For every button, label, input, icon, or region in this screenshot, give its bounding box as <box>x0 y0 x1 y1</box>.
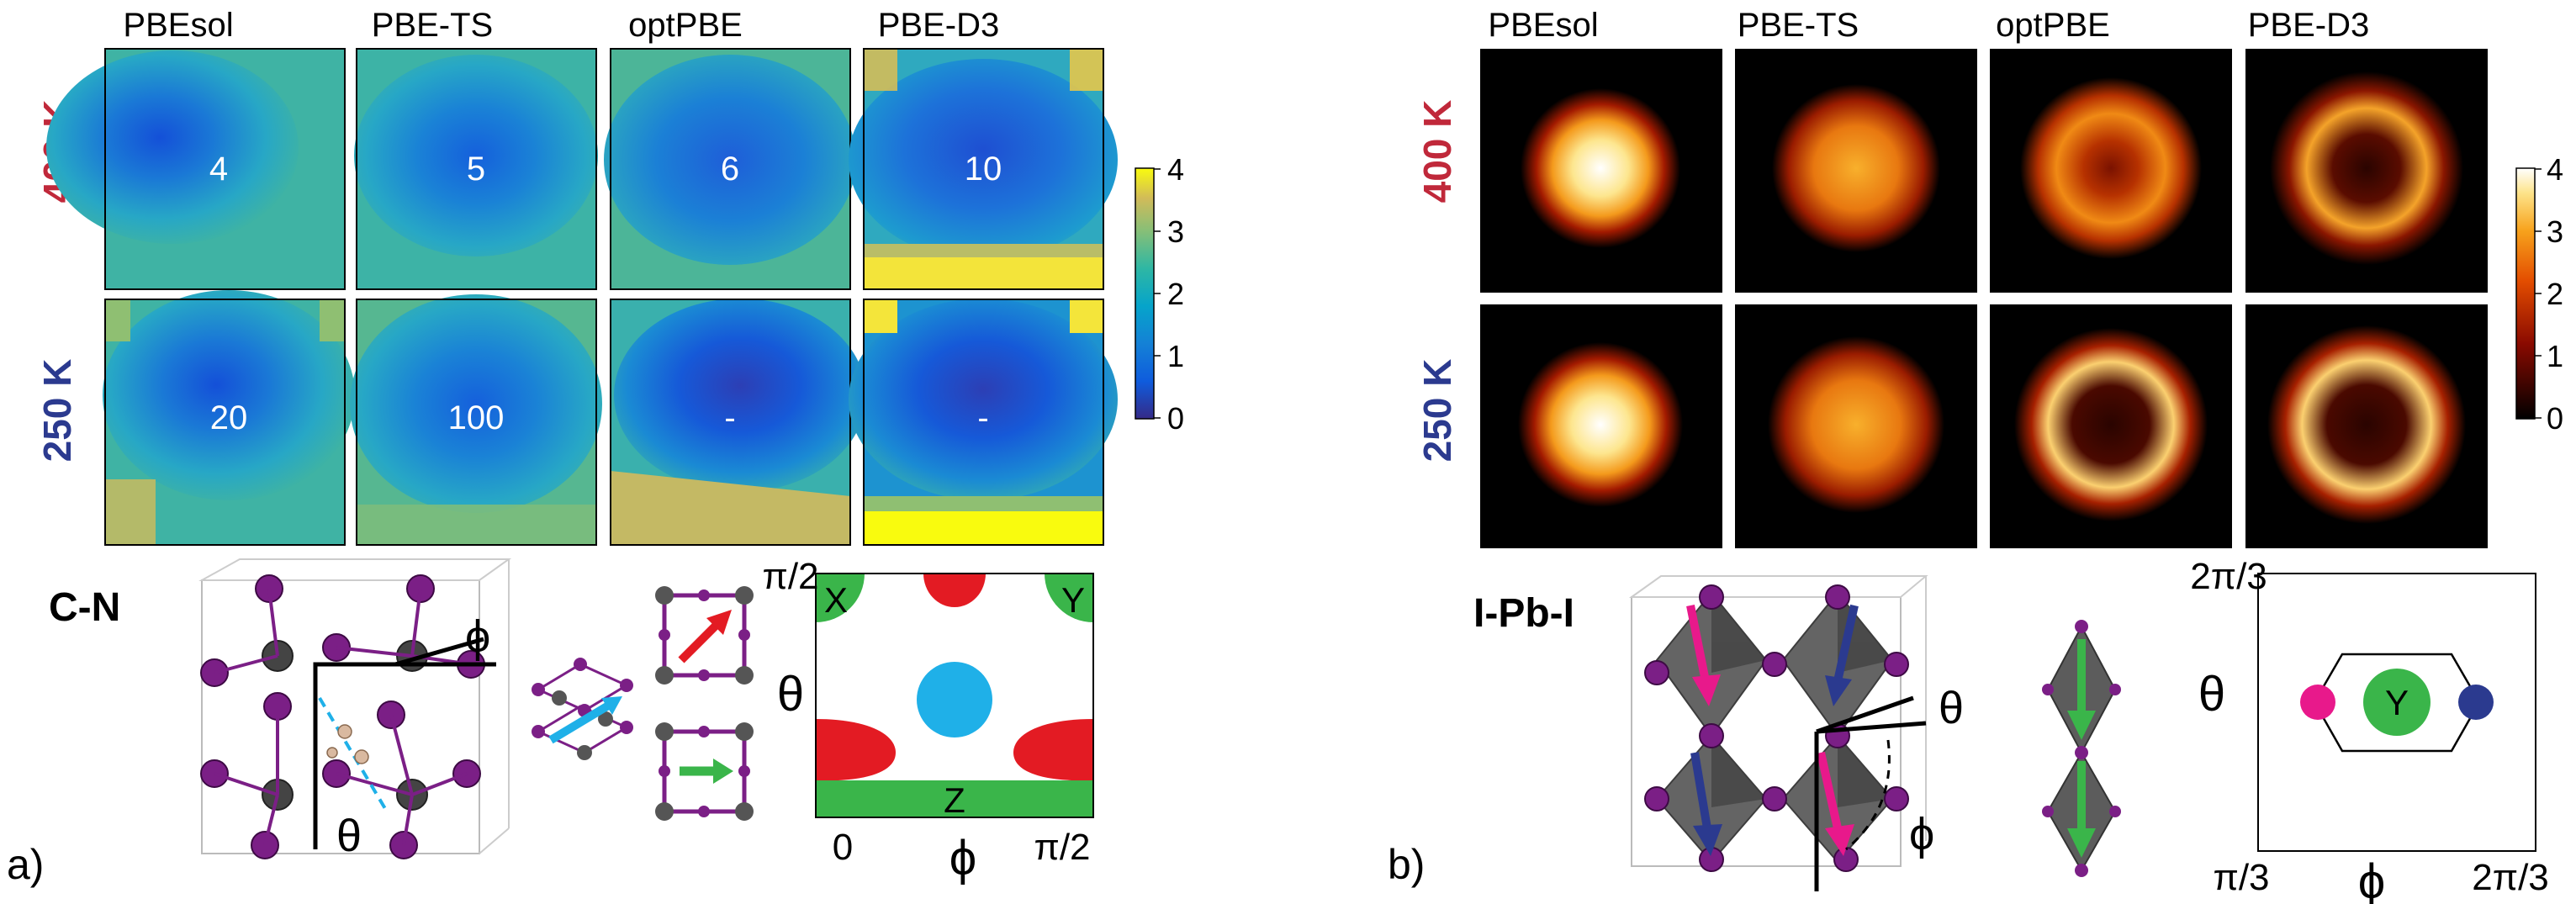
colorbar-tick: 3 <box>2547 214 2563 249</box>
map-y-symbol: θ <box>777 667 804 722</box>
heatmap-tile: 10 <box>849 48 1118 290</box>
map-x-symbol: ϕ <box>949 831 976 885</box>
phi-symbol: ϕ <box>1909 809 1934 859</box>
panel-b-col-title: PBEsol <box>1488 7 1598 44</box>
theta-symbol: θ <box>1939 683 1964 733</box>
panel-a-row-label: 250 K <box>35 359 79 463</box>
region-y-label: Y <box>1061 580 1085 620</box>
colorbar-tick: 4 <box>2547 152 2563 187</box>
panel-b-col-title: PBE-D3 <box>2248 7 2370 44</box>
colorbar-tick: 2 <box>2547 277 2563 311</box>
hot-tile <box>2245 304 2488 548</box>
colorbar-tick: 1 <box>2547 339 2563 373</box>
heatmap-tile: - <box>849 299 1118 546</box>
panel-b-row-label: 250 K <box>1415 359 1459 463</box>
heatmap-tile: - <box>610 299 866 546</box>
hot-tile <box>1735 304 1977 548</box>
hot-tile <box>1990 304 2232 548</box>
hot-tile <box>1735 49 1977 293</box>
ipbi-orientation-green <box>2042 620 2121 877</box>
panel-a: PBEsol PBE-TS optPBE PBE-D3 400 K 250 K … <box>7 7 1184 888</box>
panel-a-col-title: PBE-D3 <box>878 7 1000 44</box>
tile-value: 100 <box>448 399 505 436</box>
phi-symbol: ϕ <box>465 611 490 662</box>
panel-b-col-title: optPBE <box>1996 7 2110 44</box>
heatmap-tile: 4 <box>46 48 346 290</box>
panel-b-label: b) <box>1388 841 1425 888</box>
theta-symbol: θ <box>336 811 362 861</box>
map-x-right-tick: 2π/3 <box>2472 857 2549 898</box>
map-x-symbol: ϕ <box>2358 854 2385 904</box>
molecule-label-cn: C-N <box>49 585 120 630</box>
cn-orientation-red <box>655 586 754 685</box>
colorbar-tick: 3 <box>1167 214 1184 249</box>
colorbar-hot: 4 3 2 1 0 <box>2515 152 2563 436</box>
heatmap-tile: 20 <box>103 290 355 546</box>
hot-tile <box>1990 49 2232 293</box>
ipbi-octahedra-illustration: θ ϕ <box>1628 575 1964 891</box>
heatmap-tile: 6 <box>604 48 856 290</box>
tile-value: 10 <box>965 151 1002 188</box>
panel-a-col-title: PBE-TS <box>372 7 493 44</box>
hot-tile <box>1480 304 1722 548</box>
region-z-label: Z <box>944 780 965 820</box>
panel-b-row-label: 400 K <box>1415 100 1459 204</box>
colorbar-parula: 4 3 2 1 0 <box>1135 152 1184 436</box>
hot-tile <box>1480 49 1722 293</box>
panel-b: PBEsol PBE-TS optPBE PBE-D3 400 K 250 K <box>1388 7 2563 904</box>
colorbar-tick: 4 <box>1167 152 1184 187</box>
heatmap-tile: 5 <box>354 48 598 290</box>
tile-value: 5 <box>467 151 485 188</box>
colorbar-tick: 1 <box>1167 339 1184 373</box>
cn-crystal-illustration: ϕ θ <box>198 558 512 861</box>
tile-value: - <box>724 399 735 436</box>
hot-tile <box>2245 49 2488 293</box>
panel-a-col-title: PBEsol <box>123 7 233 44</box>
angular-map-ipbi: Y 2π/3 θ π/3 ϕ 2π/3 <box>2190 556 2549 904</box>
angular-map-cn: X Y Z π/2 θ 0 ϕ π/2 <box>762 556 1094 885</box>
map-x-left-tick: 0 <box>833 827 853 868</box>
map-y-top-tick: 2π/3 <box>2190 556 2267 597</box>
region-x-label: X <box>824 580 848 620</box>
map-y-symbol: θ <box>2198 667 2225 722</box>
tile-value: 6 <box>721 151 739 188</box>
panel-a-col-title: optPBE <box>628 7 743 44</box>
tile-value: - <box>977 399 988 436</box>
colorbar-tick: 0 <box>1167 401 1184 436</box>
cn-orientation-green <box>655 722 754 821</box>
panel-b-col-title: PBE-TS <box>1738 7 1859 44</box>
map-x-right-tick: π/2 <box>1034 827 1090 868</box>
colorbar-tick: 0 <box>2547 401 2563 436</box>
panel-a-label: a) <box>7 841 44 888</box>
tile-value: 20 <box>210 399 248 436</box>
cn-orientation-cluster <box>532 658 633 760</box>
molecule-label-ipbi: I-Pb-I <box>1473 591 1574 636</box>
colorbar-tick: 2 <box>1167 277 1184 311</box>
map-y-top-tick: π/2 <box>762 556 818 597</box>
map-x-left-tick: π/3 <box>2213 857 2269 898</box>
region-y-label: Y <box>2385 683 2409 722</box>
tile-value: 4 <box>209 151 228 188</box>
heatmap-tile: 100 <box>350 294 602 546</box>
